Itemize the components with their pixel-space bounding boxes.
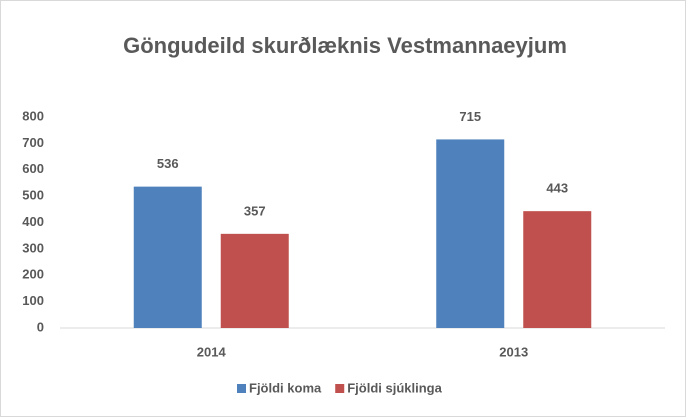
y-tick-label: 300 — [22, 240, 44, 255]
data-label: 443 — [546, 181, 568, 196]
y-tick-label: 100 — [22, 293, 44, 308]
legend-swatch — [335, 384, 345, 393]
chart-title: Göngudeild skurðlæknis Vestmannaeyjum — [123, 33, 567, 58]
x-tick-label: 2013 — [499, 344, 528, 359]
bar — [436, 139, 505, 328]
legend-swatch — [237, 384, 246, 393]
legend-label: Fjöldi sjúklinga — [347, 380, 442, 395]
y-tick-label: 800 — [22, 108, 44, 123]
y-tick-label: 0 — [37, 319, 44, 334]
bar — [523, 211, 592, 328]
y-tick-label: 600 — [22, 161, 44, 176]
y-tick-label: 400 — [22, 214, 44, 229]
bar — [220, 233, 289, 328]
legend-label: Fjöldi koma — [249, 380, 322, 395]
data-label: 357 — [244, 203, 266, 218]
data-label: 536 — [157, 156, 179, 171]
y-tick-label: 200 — [22, 267, 44, 282]
data-label: 715 — [459, 109, 481, 124]
bar — [133, 186, 202, 328]
y-tick-label: 700 — [22, 135, 44, 150]
x-tick-label: 2014 — [197, 344, 227, 359]
y-tick-label: 500 — [22, 188, 44, 203]
